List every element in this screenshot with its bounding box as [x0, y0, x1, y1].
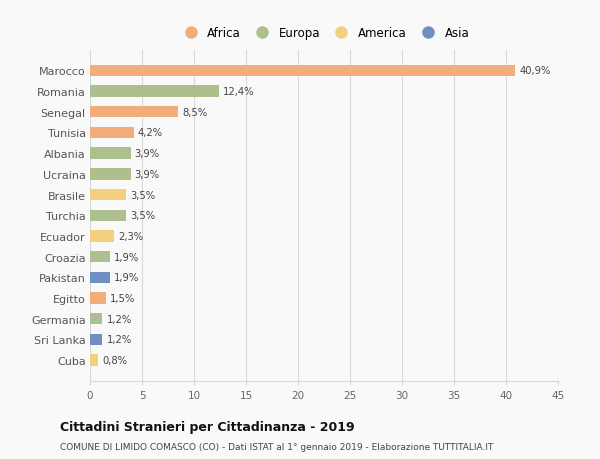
- Text: 1,2%: 1,2%: [107, 314, 132, 324]
- Text: Cittadini Stranieri per Cittadinanza - 2019: Cittadini Stranieri per Cittadinanza - 2…: [60, 420, 355, 433]
- Text: 12,4%: 12,4%: [223, 87, 254, 97]
- Bar: [90, 252, 110, 263]
- Bar: [90, 272, 110, 283]
- Bar: [90, 355, 98, 366]
- Text: COMUNE DI LIMIDO COMASCO (CO) - Dati ISTAT al 1° gennaio 2019 - Elaborazione TUT: COMUNE DI LIMIDO COMASCO (CO) - Dati IST…: [60, 442, 493, 451]
- Bar: [90, 313, 103, 325]
- Legend: Africa, Europa, America, Asia: Africa, Europa, America, Asia: [175, 23, 473, 43]
- Bar: [90, 128, 134, 139]
- Bar: [90, 169, 131, 180]
- Bar: [90, 86, 219, 97]
- Text: 2,3%: 2,3%: [118, 231, 143, 241]
- Text: 4,2%: 4,2%: [138, 128, 163, 138]
- Text: 0,8%: 0,8%: [103, 355, 127, 365]
- Text: 1,9%: 1,9%: [114, 252, 139, 262]
- Bar: [90, 293, 106, 304]
- Bar: [90, 190, 127, 201]
- Bar: [90, 334, 103, 345]
- Text: 1,5%: 1,5%: [110, 293, 135, 303]
- Bar: [90, 210, 127, 221]
- Text: 3,9%: 3,9%: [135, 149, 160, 159]
- Text: 1,9%: 1,9%: [114, 273, 139, 283]
- Text: 3,5%: 3,5%: [131, 190, 155, 200]
- Text: 3,5%: 3,5%: [131, 211, 155, 221]
- Text: 3,9%: 3,9%: [135, 169, 160, 179]
- Bar: [90, 231, 114, 242]
- Bar: [90, 66, 515, 77]
- Text: 8,5%: 8,5%: [182, 107, 208, 118]
- Text: 1,2%: 1,2%: [107, 335, 132, 345]
- Bar: [90, 107, 178, 118]
- Bar: [90, 148, 131, 159]
- Text: 40,9%: 40,9%: [520, 66, 551, 76]
